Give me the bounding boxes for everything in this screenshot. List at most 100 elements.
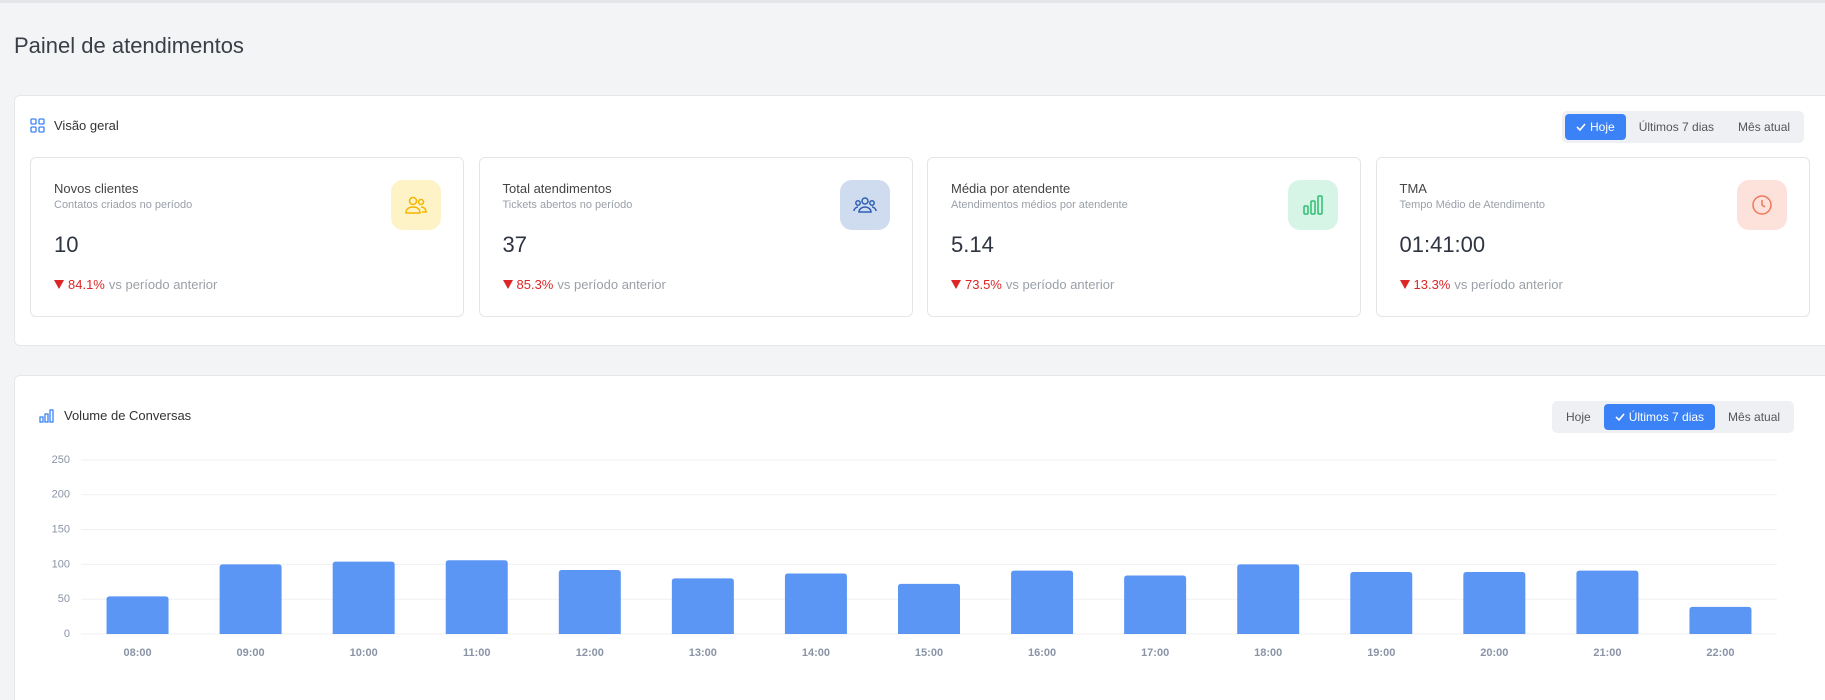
down-arrow [502,280,513,289]
down-arrow [54,280,64,289]
down-arrow [951,280,961,289]
kpi-icon [1736,180,1787,230]
x-tick-label: 12:00 [576,647,604,659]
x-tick-label: 10:00 [350,647,378,659]
check-icon [1576,123,1586,132]
kpi-change: 73.5% vs período anterior [951,277,1114,292]
chart-header: Volume de Conversas [39,408,191,423]
x-tick-label: 11:00 [463,647,491,659]
filter-label: Mês atual [1738,120,1791,134]
bar [898,583,960,634]
kpi-subtitle: Tickets abertos no período [502,199,633,211]
chart-title: Volume de Conversas [64,408,192,423]
kpi-value: 01:41:00 [1399,232,1486,257]
filter-button[interactable]: Hoje [1565,114,1626,140]
bar [219,564,282,634]
icon [1751,195,1772,215]
filter-button[interactable]: Hoje [1555,404,1602,430]
bar [1350,572,1413,634]
icon [852,197,877,213]
chart-period-filter: Hoje Últimos 7 dias Mês atual [1552,401,1795,433]
kpi-title: Novos clientes [54,181,139,196]
kpi-title: TMA [1399,181,1427,196]
bar [332,561,395,634]
filter-label: Últimos 7 dias [1638,120,1715,134]
kpi-card: TMA Tempo Médio de Atendimento 01:41:00 13.… [1375,157,1810,317]
grid-icon [30,118,45,133]
y-tick-label: 50 [58,593,70,605]
kpi-subtitle: Tempo Médio de Atendimento [1399,199,1546,211]
x-tick-label: 08:00 [123,647,151,659]
kpi-change-value: 13.3% [1413,277,1451,292]
kpi-card: Total atendimentos Tickets abertos no per… [478,157,913,317]
kpi-comparison: vs período anterior [1454,277,1563,292]
bar [1237,564,1300,634]
kpi-card: Média por atendente Atendimentos médios p… [927,157,1361,317]
x-tick-label: 14:00 [802,647,830,659]
x-tick-label: 13:00 [689,647,717,659]
filter-button[interactable]: Últimos 7 dias [1603,404,1716,430]
bar [1463,572,1526,634]
icon [405,196,427,214]
kpi-subtitle: Contatos criados no período [54,199,193,211]
bar [445,560,508,634]
filter-label: Últimos 7 dias [1628,410,1705,424]
kpi-change-value: 85.3% [516,277,554,292]
y-tick-label: 150 [52,524,70,536]
kpi-title: Total atendimentos [502,181,612,196]
overview-panel: Visão geral Hoje Últimos 7 dias Mês atual … [14,95,1825,346]
y-tick-label: 250 [52,454,70,466]
page-title: Painel de atendimentos [14,33,244,58]
bar [1689,606,1752,634]
filter-button[interactable]: Mês atual [1727,114,1801,140]
kpi-change-value: 84.1% [68,277,105,292]
x-tick-label: 09:00 [237,647,265,659]
x-tick-label: 22:00 [1706,647,1734,659]
kpi-subtitle: Atendimentos médios por atendente [951,199,1128,211]
period-filter: Hoje Últimos 7 dias Mês atual [1562,111,1805,143]
chart: 0 50 100 150 200 250 08:00 09:00 10:00 11:00 12:00… [52,454,1777,659]
kpi-change: 13.3% vs período anterior [1399,277,1563,292]
filter-label: Hoje [1590,120,1615,134]
bar [1011,570,1074,634]
x-tick-label: 16:00 [1028,647,1056,659]
bar [671,578,734,634]
filter-button[interactable]: Últimos 7 dias [1628,114,1725,140]
bar [558,569,621,634]
kpi-change: 84.1% vs período anterior [54,277,217,292]
bar [1124,575,1187,634]
kpi-icon [391,180,441,230]
x-tick-label: 20:00 [1480,647,1508,659]
x-tick-label: 17:00 [1141,647,1169,659]
kpi-title: Média por atendente [951,181,1071,196]
filter-label: Hoje [1566,410,1591,424]
kpi-icon [1288,180,1338,230]
kpi-value: 5.14 [951,232,994,257]
x-tick-label: 19:00 [1367,647,1395,659]
bar [106,596,169,634]
overview-header: Visão geral [30,118,119,133]
filter-button[interactable]: Mês atual [1717,404,1791,430]
kpi-comparison: vs período anterior [108,277,218,292]
bar [784,573,847,634]
bars-icon [39,408,54,423]
icon [1303,195,1323,215]
kpi-icon [839,180,890,230]
kpi-value: 37 [502,232,527,257]
filter-label: Mês atual [1728,410,1781,424]
down-arrow [1399,280,1410,289]
kpi-card: Novos clientes Contatos criados no períod… [30,157,464,317]
y-tick-label: 200 [52,489,70,501]
kpi-comparison: vs período anterior [1005,277,1115,292]
y-tick-label: 100 [52,558,70,570]
kpi-value: 10 [54,232,79,257]
x-tick-label: 18:00 [1254,647,1282,659]
check-icon [1615,413,1625,422]
y-tick-label: 0 [64,628,70,640]
x-tick-label: 15:00 [915,647,943,659]
kpi-change: 85.3% vs período anterior [502,277,666,292]
kpi-change-value: 73.5% [965,277,1002,292]
bar [1576,570,1639,634]
kpi-comparison: vs período anterior [557,277,666,292]
